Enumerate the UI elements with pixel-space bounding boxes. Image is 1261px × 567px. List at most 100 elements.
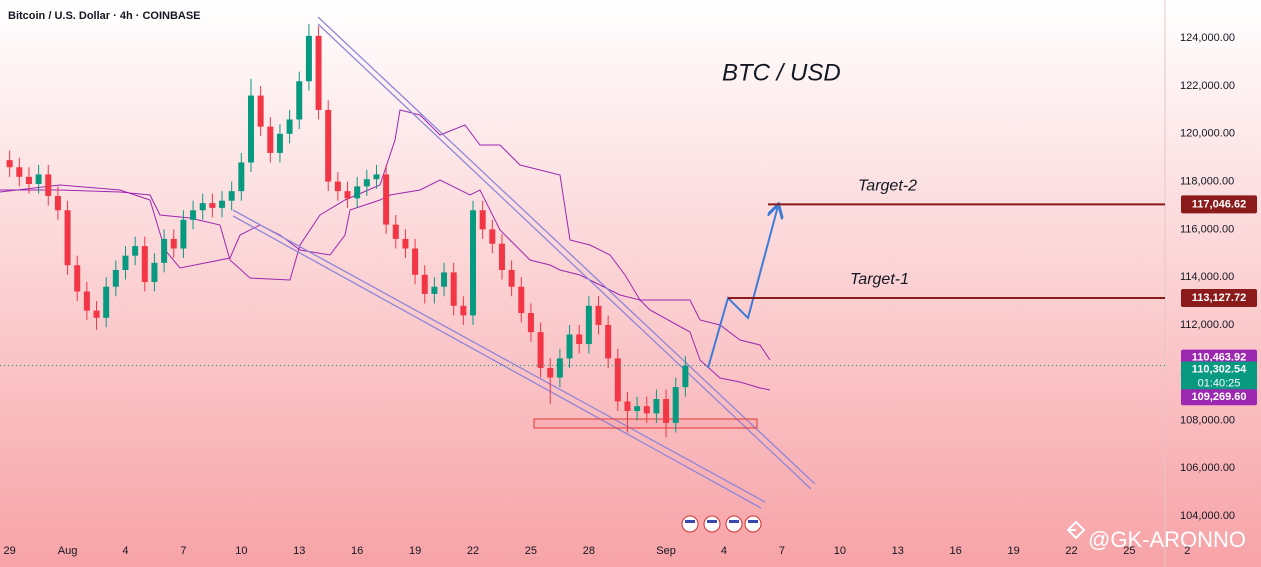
candle-body — [180, 219, 187, 249]
candle-body — [383, 174, 390, 225]
candle-body — [470, 210, 477, 316]
x-tick-label: 16 — [950, 545, 962, 557]
support-zone — [533, 418, 758, 429]
candle-body — [498, 243, 505, 270]
candle-body — [209, 203, 216, 208]
candle-body — [402, 238, 409, 249]
price-badge-label: 109,269.60 — [1191, 391, 1246, 403]
candle-body — [518, 286, 525, 314]
candle-body — [605, 324, 612, 359]
x-tick-label: 4 — [122, 545, 128, 557]
candle-body — [161, 238, 168, 263]
candle-body — [247, 95, 254, 163]
y-tick-label: 112,000.00 — [1180, 319, 1234, 331]
candle-body — [112, 270, 119, 287]
price-countdown: 01:40:25 — [1198, 377, 1241, 389]
x-tick-label: 4 — [721, 545, 727, 557]
candle-body — [344, 191, 351, 199]
candle-body — [576, 334, 583, 345]
x-tick-label: 28 — [583, 545, 595, 557]
candle-body — [431, 286, 438, 294]
candle-body — [450, 272, 457, 306]
price-badge-label: 110,463.92 — [1192, 352, 1246, 364]
candle-body — [614, 358, 621, 402]
candle-body — [556, 358, 563, 378]
y-tick-label: 120,000.00 — [1180, 128, 1235, 140]
candle-body — [537, 332, 544, 368]
candle-body — [334, 181, 341, 192]
y-tick-label: 108,000.00 — [1180, 414, 1235, 426]
price-badge — [1181, 389, 1257, 406]
candle-body — [460, 305, 467, 316]
candle-body — [25, 176, 32, 184]
candle-body — [363, 179, 370, 187]
x-tick-label: 22 — [1065, 545, 1077, 557]
y-tick-label: 104,000.00 — [1180, 510, 1235, 522]
candle-body — [170, 238, 177, 249]
candle-body — [479, 210, 486, 230]
candle-body — [653, 399, 660, 414]
projection-arrow — [707, 206, 778, 369]
y-tick-label: 118,000.00 — [1180, 175, 1234, 187]
candle-body — [103, 286, 110, 318]
x-tick-label: 7 — [180, 545, 186, 557]
x-tick-label: 19 — [409, 545, 421, 557]
candle-body — [132, 246, 139, 256]
candle-body — [74, 265, 81, 292]
candle-body — [151, 262, 158, 282]
wedge-lines — [232, 16, 816, 509]
y-tick-label: 114,000.00 — [1180, 271, 1234, 283]
candle-body — [566, 334, 573, 359]
candle-body — [527, 313, 534, 333]
candle-body — [421, 274, 428, 294]
candle-body — [624, 401, 631, 411]
x-tick-label: 13 — [892, 545, 904, 557]
price-badge — [1181, 361, 1257, 392]
candle-body — [83, 291, 90, 311]
y-tick-label: 106,000.00 — [1180, 462, 1235, 474]
x-tick-label: 19 — [1007, 545, 1019, 557]
target-badge-label: 117,046.62 — [1192, 198, 1246, 210]
candle-body — [122, 255, 129, 270]
candle-body — [257, 95, 264, 127]
target-badge — [1181, 289, 1257, 308]
x-tick-label: 25 — [525, 545, 537, 557]
event-icons — [681, 515, 762, 533]
candle-body — [634, 406, 641, 411]
candle-body — [585, 305, 592, 345]
x-tick-label: Aug — [58, 545, 78, 557]
candle-body — [45, 174, 52, 196]
target-name: Target-2 — [858, 178, 917, 195]
x-tick-label: 16 — [351, 545, 363, 557]
candle-body — [64, 210, 71, 266]
x-tick-label: Sep — [656, 545, 676, 557]
candle-body — [228, 191, 235, 201]
candle-body — [199, 203, 206, 211]
candle-body — [354, 186, 361, 199]
y-tick-label: 116,000.00 — [1180, 223, 1234, 235]
candle-body — [508, 270, 515, 287]
x-tick-label: 25 — [1123, 545, 1135, 557]
x-tick-label: 10 — [834, 545, 846, 557]
candle-body — [93, 310, 100, 318]
candle-body — [35, 174, 42, 184]
x-tick-label: 13 — [293, 545, 305, 557]
candle-body — [663, 399, 670, 423]
x-tick-label: 29 — [4, 545, 16, 557]
target-name: Target-1 — [850, 271, 909, 288]
indicator-lines — [0, 109, 771, 391]
watermark-icon — [1066, 520, 1086, 540]
candle-body — [325, 109, 332, 182]
candle-body — [267, 126, 274, 153]
chart-title: Bitcoin / U.S. Dollar · 4h · COINBASE — [8, 10, 201, 22]
target-badge — [1181, 195, 1257, 214]
candle-body — [16, 167, 23, 177]
y-tick-label: 124,000.00 — [1180, 32, 1235, 44]
candle-body — [238, 162, 245, 192]
candle-body — [54, 195, 61, 211]
candle-body — [315, 35, 322, 110]
chart-annotation: BTC / USD — [722, 59, 841, 86]
x-tick-label: 7 — [779, 545, 785, 557]
candle-body — [276, 133, 283, 153]
candle-body — [141, 246, 148, 282]
